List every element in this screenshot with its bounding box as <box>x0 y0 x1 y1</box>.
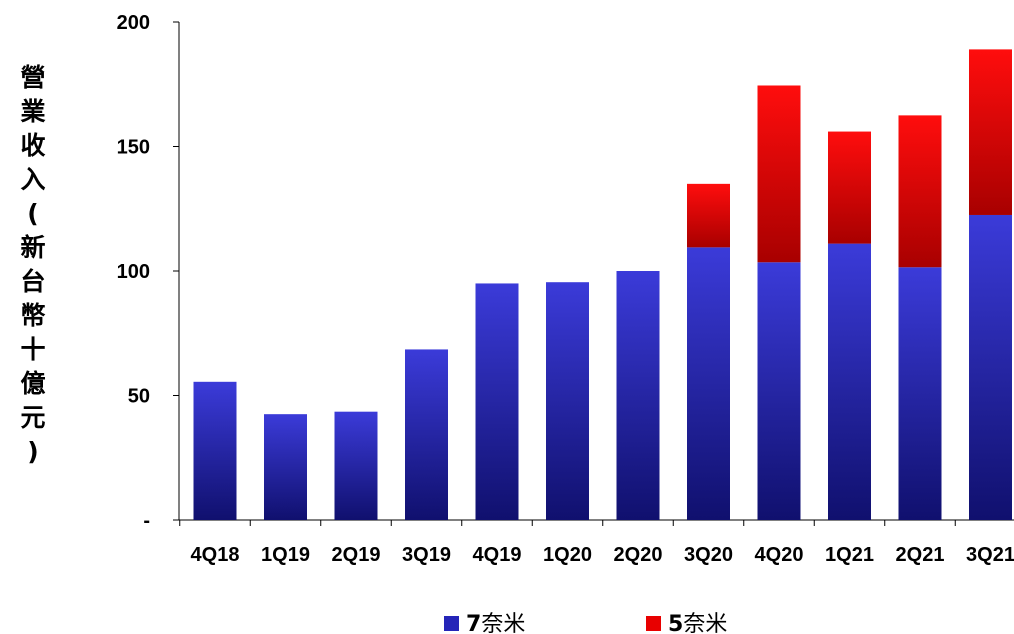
x-tick-label: 4Q18 <box>191 544 240 566</box>
x-tick-label: 1Q19 <box>261 544 310 566</box>
bar-5nm-4Q20 <box>757 85 801 263</box>
x-tick-label: 4Q19 <box>473 544 522 566</box>
legend-swatch-5nm <box>646 616 661 631</box>
x-tick-label: 3Q21 <box>966 544 1014 566</box>
bar-7nm-3Q20 <box>687 247 730 520</box>
y-tick-label: - <box>143 510 150 532</box>
bar-7nm-2Q20 <box>616 271 660 520</box>
bars <box>193 49 1012 521</box>
y-tick-label: 100 <box>117 261 150 283</box>
axes <box>173 21 1014 526</box>
bar-7nm-3Q21 <box>969 214 1012 520</box>
legend-label: 7奈米 <box>466 612 525 634</box>
bar-7nm-3Q19 <box>405 349 448 520</box>
bar-7nm-4Q20 <box>757 262 801 520</box>
bar-7nm-4Q19 <box>475 283 519 520</box>
bar-5nm-3Q20 <box>687 183 730 248</box>
legend-swatch-7nm <box>444 616 459 631</box>
y-axis-label: 營業收入(新台幣十億元) <box>20 63 45 466</box>
x-tick-label: 3Q19 <box>402 544 451 566</box>
bar-7nm-2Q21 <box>898 267 942 520</box>
bar-7nm-2Q19 <box>334 411 378 520</box>
x-tick-label: 1Q20 <box>543 544 592 566</box>
bar-5nm-2Q21 <box>898 115 942 268</box>
y-tick-label: 150 <box>117 137 150 159</box>
x-tick-label: 1Q21 <box>825 544 874 566</box>
bar-5nm-3Q21 <box>969 49 1012 215</box>
bar-5nm-1Q21 <box>828 131 871 244</box>
x-tick-label: 2Q21 <box>896 544 945 566</box>
x-tick-label: 2Q20 <box>614 544 663 566</box>
legend: 7奈米 5奈米 <box>444 612 727 634</box>
bar-7nm-1Q20 <box>546 282 589 520</box>
x-tick-label: 4Q20 <box>755 544 804 566</box>
x-tick-label: 3Q20 <box>684 544 733 566</box>
x-tick-label: 2Q19 <box>332 544 381 566</box>
y-tick-label: 200 <box>117 12 150 34</box>
bar-7nm-1Q21 <box>828 243 871 521</box>
axis-labels: - 50 100 150 200 4Q18 1Q19 2Q19 3Q19 4Q19 1Q20 2Q20… <box>20 12 1014 566</box>
bar-7nm-4Q18 <box>193 381 237 520</box>
y-tick-label: 50 <box>128 386 150 408</box>
bar-7nm-1Q19 <box>264 414 307 520</box>
legend-label: 5奈米 <box>668 612 727 634</box>
